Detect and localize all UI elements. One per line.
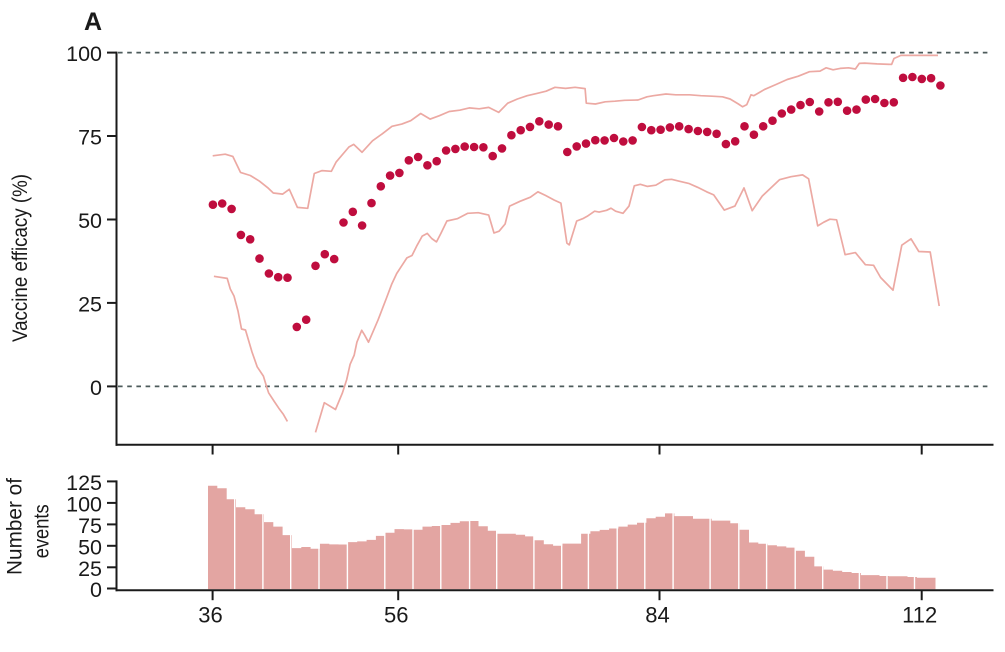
svg-text:84: 84 bbox=[645, 603, 669, 628]
svg-text:50: 50 bbox=[78, 535, 102, 559]
svg-text:125: 125 bbox=[66, 471, 102, 495]
svg-text:100: 100 bbox=[66, 42, 102, 66]
svg-text:50: 50 bbox=[78, 209, 102, 233]
svg-text:A: A bbox=[84, 8, 102, 36]
svg-text:100: 100 bbox=[66, 493, 102, 517]
svg-text:Number of: Number of bbox=[4, 478, 27, 575]
svg-text:0: 0 bbox=[90, 376, 102, 400]
svg-text:75: 75 bbox=[78, 514, 102, 538]
svg-text:Vaccine efficacy (%): Vaccine efficacy (%) bbox=[9, 174, 32, 342]
svg-text:events: events bbox=[31, 504, 54, 558]
svg-text:112: 112 bbox=[902, 603, 937, 628]
svg-text:75: 75 bbox=[78, 126, 102, 150]
svg-text:36: 36 bbox=[198, 603, 222, 628]
svg-text:56: 56 bbox=[384, 603, 408, 628]
svg-text:25: 25 bbox=[78, 293, 102, 317]
svg-text:25: 25 bbox=[78, 557, 102, 581]
svg-text:0: 0 bbox=[90, 578, 102, 602]
